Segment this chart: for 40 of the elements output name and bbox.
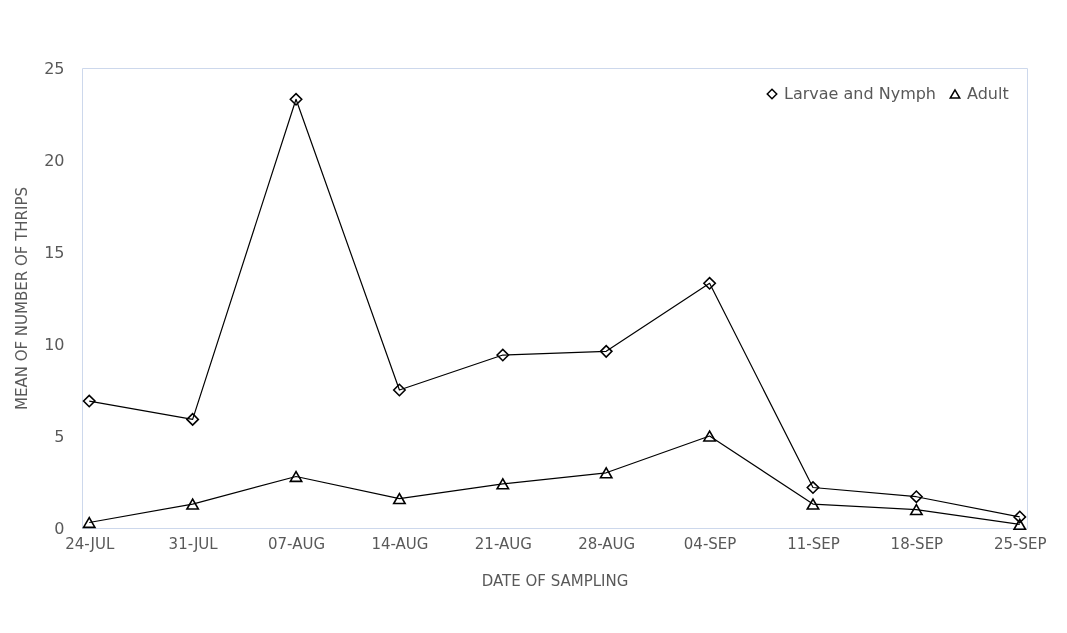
point xyxy=(703,276,717,290)
point xyxy=(909,503,923,516)
y-tick-label: 0 xyxy=(54,518,65,538)
x-tick-label: 28-AUG xyxy=(578,534,636,553)
point xyxy=(1013,518,1027,531)
point xyxy=(82,516,96,529)
point xyxy=(496,348,510,362)
x-tick-label: 07-AUG xyxy=(268,534,326,553)
point xyxy=(186,412,200,426)
legend-label: Larvae and Nymph xyxy=(784,84,937,103)
x-tick-label: 18-SEP xyxy=(890,534,944,553)
point xyxy=(806,481,820,495)
legend-label: Adult xyxy=(967,84,1009,103)
point xyxy=(1013,510,1027,524)
point xyxy=(806,498,820,510)
point xyxy=(289,470,303,483)
y-tick-label: 25 xyxy=(44,58,65,78)
point xyxy=(703,430,717,442)
x-tick-label: 14-AUG xyxy=(371,534,429,553)
x-tick-label: 21-AUG xyxy=(474,534,532,553)
x-tick-label: 31-JUL xyxy=(168,534,219,553)
y-tick-label: 5 xyxy=(54,426,65,446)
point xyxy=(599,467,613,479)
x-tick-label: 24-JUL xyxy=(65,534,115,553)
point xyxy=(392,383,406,397)
point xyxy=(392,492,406,505)
y-tick-label: 10 xyxy=(44,334,65,354)
x-axis-title: DATE OF SAMPLING xyxy=(481,571,629,590)
point xyxy=(909,490,923,504)
x-tick-label: 11-SEP xyxy=(787,534,840,553)
x-tick-label: 04-SEP xyxy=(683,534,737,553)
point xyxy=(599,344,613,358)
y-axis-title: MEAN OF NUMBER OF THRIPS xyxy=(13,186,32,411)
x-tick-label: 25-SEP xyxy=(993,534,1047,553)
point xyxy=(496,478,510,490)
point xyxy=(289,92,303,106)
point xyxy=(82,394,96,408)
point xyxy=(186,498,200,510)
y-tick-label: 20 xyxy=(44,150,65,170)
y-tick-label: 15 xyxy=(44,242,65,262)
